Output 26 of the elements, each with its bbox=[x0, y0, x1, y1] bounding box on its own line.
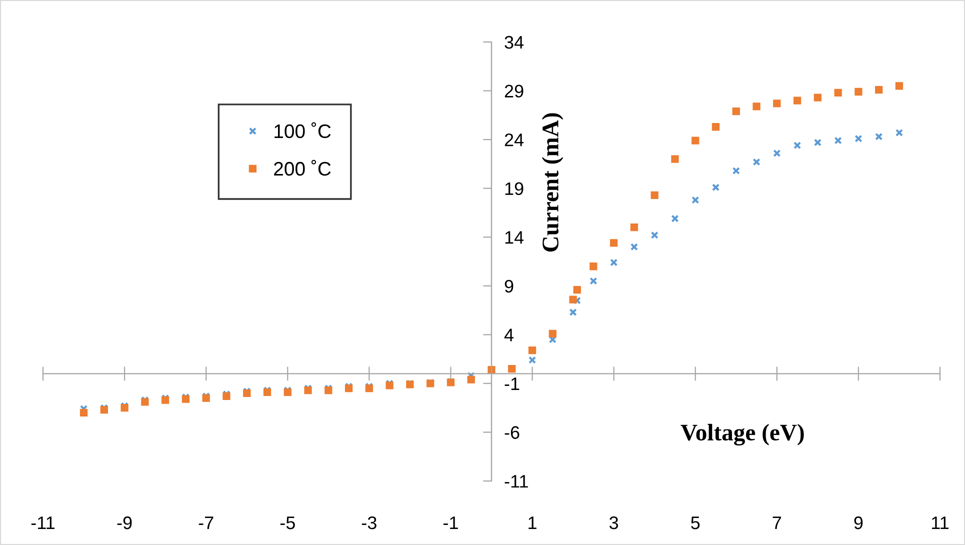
legend-label: 200 ˚C bbox=[274, 160, 331, 176]
x-tick-label: 5 bbox=[691, 516, 700, 530]
y-tick-label: 14 bbox=[505, 231, 524, 244]
legend-label: 100 ˚C bbox=[274, 122, 331, 138]
y-tick-label: 24 bbox=[504, 133, 524, 146]
y-axis-title: Current (mA) bbox=[542, 113, 564, 252]
y-tick-label: -1 bbox=[504, 378, 520, 390]
y-tick-label: -6 bbox=[504, 426, 520, 439]
y-tick-label: 34 bbox=[504, 36, 524, 49]
y-tick-label: 4 bbox=[504, 328, 514, 342]
y-tick-label: 29 bbox=[504, 84, 524, 98]
x-tick-label: -3 bbox=[362, 516, 376, 530]
x-tick-label: 7 bbox=[772, 516, 782, 530]
x-tick-label: 3 bbox=[609, 516, 618, 530]
x-tick-label: 1 bbox=[528, 516, 536, 530]
y-tick-label: 9 bbox=[504, 280, 514, 293]
x-axis-title: Voltage (eV) bbox=[680, 424, 804, 446]
x-tick-label: -5 bbox=[280, 516, 295, 530]
y-tick-label: 19 bbox=[505, 182, 524, 196]
x-tick-label: 9 bbox=[854, 516, 863, 530]
x-tick-label: 11 bbox=[932, 516, 948, 530]
x-tick-label: -1 bbox=[444, 516, 458, 530]
x-tick-label: -11 bbox=[31, 516, 54, 530]
x-tick-label: -7 bbox=[198, 516, 214, 530]
x-tick-label: -9 bbox=[117, 516, 132, 530]
y-tick-label: -11 bbox=[504, 475, 528, 488]
